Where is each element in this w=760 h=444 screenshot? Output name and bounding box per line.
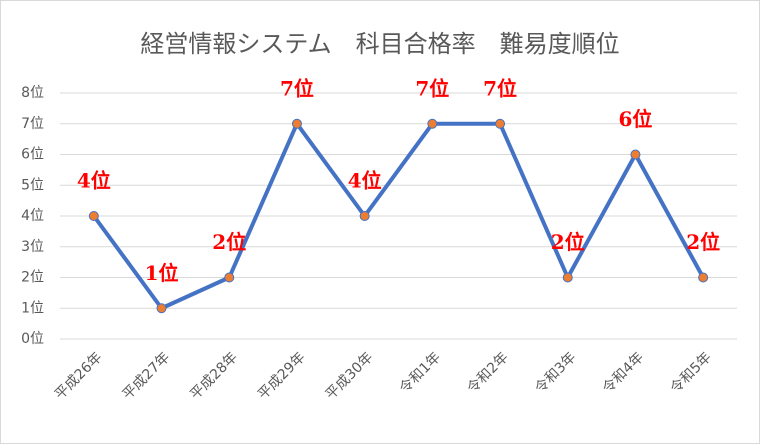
y-tick-label: 1位 xyxy=(21,300,44,316)
y-tick-label: 3位 xyxy=(21,239,44,255)
data-label: 2位 xyxy=(212,230,246,254)
data-label: 1位 xyxy=(145,261,179,285)
data-label: 2位 xyxy=(686,230,720,254)
data-label: 7位 xyxy=(415,76,449,100)
marker xyxy=(291,118,302,129)
marker xyxy=(495,118,506,129)
chart-title: 経営情報システム 科目合格率 難易度順位 xyxy=(140,30,619,58)
data-label: 4位 xyxy=(77,169,111,193)
data-label: 6位 xyxy=(618,107,652,131)
y-tick-label: 0位 xyxy=(21,331,44,347)
data-label: 4位 xyxy=(348,169,382,193)
marker xyxy=(630,149,641,160)
data-label: 7位 xyxy=(280,76,314,100)
marker xyxy=(224,272,235,283)
y-tick-label: 6位 xyxy=(21,147,44,163)
marker xyxy=(427,118,438,129)
marker xyxy=(88,211,99,221)
y-tick-label: 8位 xyxy=(21,85,44,101)
y-tick-label: 2位 xyxy=(21,270,44,286)
data-label: 2位 xyxy=(551,230,585,254)
marker xyxy=(562,272,573,283)
data-label: 7位 xyxy=(483,76,517,100)
y-tick-label: 4位 xyxy=(21,208,44,224)
y-tick-label: 7位 xyxy=(21,116,44,132)
y-tick-label: 5位 xyxy=(21,177,44,193)
marker xyxy=(698,272,709,283)
marker xyxy=(359,211,370,221)
marker xyxy=(156,303,167,314)
series-line xyxy=(92,121,705,311)
